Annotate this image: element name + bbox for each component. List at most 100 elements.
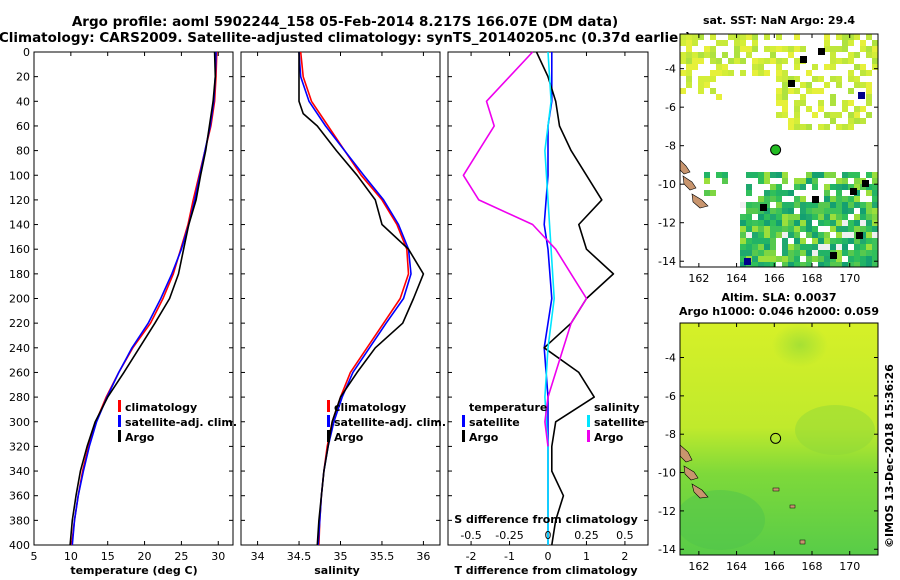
x-tick-label: -1	[504, 550, 515, 563]
sst-cell	[842, 58, 848, 64]
sst-cell	[806, 202, 812, 208]
sst-cell	[836, 82, 842, 88]
argo-location-marker	[770, 432, 782, 444]
legend-swatch-t-argo	[462, 430, 465, 442]
sst-cell	[770, 250, 776, 256]
sst-cell	[746, 202, 752, 208]
sst-cell	[824, 238, 830, 244]
sst-cell	[848, 118, 854, 124]
sst-cell	[776, 112, 782, 118]
s-tick-label: 0.5	[616, 529, 634, 542]
x-tick-label: -2	[466, 550, 477, 563]
sst-cell	[806, 208, 812, 214]
sst-cell	[782, 232, 788, 238]
sst-cell	[806, 250, 812, 256]
sst-cell	[854, 52, 860, 58]
sst-cell	[770, 232, 776, 238]
legend-label-t-argo: Argo	[469, 431, 499, 444]
sst-cell	[830, 262, 836, 267]
difference-top-axis-label: S difference from climatology	[454, 513, 638, 526]
sst-cell	[848, 76, 854, 82]
y-tick-label: -10	[658, 178, 676, 191]
island-shape	[789, 504, 796, 509]
sst-cell	[824, 196, 830, 202]
temperature-x-axis: 5 10 15 20 25 30	[31, 52, 225, 563]
salinity-panel: 34 34.5 35 35.5 36 salinity climatology sate…	[240, 51, 446, 577]
y-tick-label: 320	[9, 440, 30, 453]
sst-cell	[794, 256, 800, 262]
sst-cell	[794, 184, 800, 190]
x-tick-label: 1	[583, 550, 590, 563]
sst-cell	[740, 232, 746, 238]
sst-cell	[824, 256, 830, 262]
sst-cell	[760, 204, 767, 211]
sst-cell	[818, 232, 824, 238]
sst-cell	[824, 232, 830, 238]
sst-cell	[788, 46, 794, 52]
sst-cell	[830, 238, 836, 244]
sst-cell	[746, 238, 752, 244]
sst-cell	[836, 244, 842, 250]
y-tick-label: -14	[658, 255, 676, 268]
sst-cell	[740, 40, 746, 46]
sst-cell	[704, 178, 710, 184]
sst-cell	[866, 52, 872, 58]
salinity-series	[298, 51, 425, 546]
sst-cell	[776, 70, 782, 76]
sst-cell	[680, 70, 686, 76]
sst-cell	[752, 34, 758, 40]
sst-cell	[776, 58, 782, 64]
y-tick-label: 100	[9, 169, 30, 182]
sst-cell	[794, 232, 800, 238]
sst-cell	[812, 88, 818, 94]
sst-cell	[686, 34, 692, 40]
sst-cell	[794, 34, 800, 40]
sst-cell	[764, 70, 770, 76]
sst-cell	[830, 58, 836, 64]
sst-cell	[818, 256, 824, 262]
sst-cell	[806, 172, 812, 178]
sst-cell	[872, 64, 878, 70]
sst-cell	[872, 52, 878, 58]
sst-cell	[836, 238, 842, 244]
sst-cell	[776, 64, 782, 70]
island-shape	[680, 444, 693, 463]
sst-cell	[770, 58, 776, 64]
sst-cell	[744, 258, 751, 265]
sst-cell	[860, 82, 866, 88]
sst-cell	[806, 88, 812, 94]
sst-cell	[680, 52, 686, 58]
sst-cell	[866, 256, 872, 262]
sst-cell	[854, 238, 860, 244]
sst-cell	[752, 40, 758, 46]
sst-cell	[830, 226, 836, 232]
series-line-s-satellite	[544, 51, 556, 545]
sst-cell	[848, 184, 854, 190]
sst-cell	[800, 94, 806, 100]
x-tick-label: 5	[31, 550, 38, 563]
sla-map-field	[680, 323, 878, 555]
sst-cell	[752, 232, 758, 238]
temperature-series	[69, 51, 218, 546]
sst-cell	[818, 262, 824, 267]
sst-cell	[836, 184, 842, 190]
sst-cell	[842, 34, 848, 40]
sst-cell	[818, 88, 824, 94]
sst-cell	[824, 34, 830, 40]
sst-cell	[860, 202, 866, 208]
sst-cell	[806, 226, 812, 232]
sst-cell	[680, 34, 686, 40]
sst-cell	[740, 250, 746, 256]
sst-cell	[872, 178, 878, 184]
s-tick-label: -0.5	[460, 529, 481, 542]
sst-cell	[860, 208, 866, 214]
sst-cell	[794, 112, 800, 118]
y-tick-label: -8	[665, 428, 676, 441]
sst-map-title: sat. SST: NaN Argo: 29.4	[703, 14, 855, 27]
sst-cell	[848, 58, 854, 64]
sst-cell	[782, 112, 788, 118]
sst-cell	[872, 46, 878, 52]
sst-cell	[698, 76, 704, 82]
sst-cell	[860, 214, 866, 220]
legend-label-satellite: satellite-adj. clim.	[125, 416, 237, 429]
